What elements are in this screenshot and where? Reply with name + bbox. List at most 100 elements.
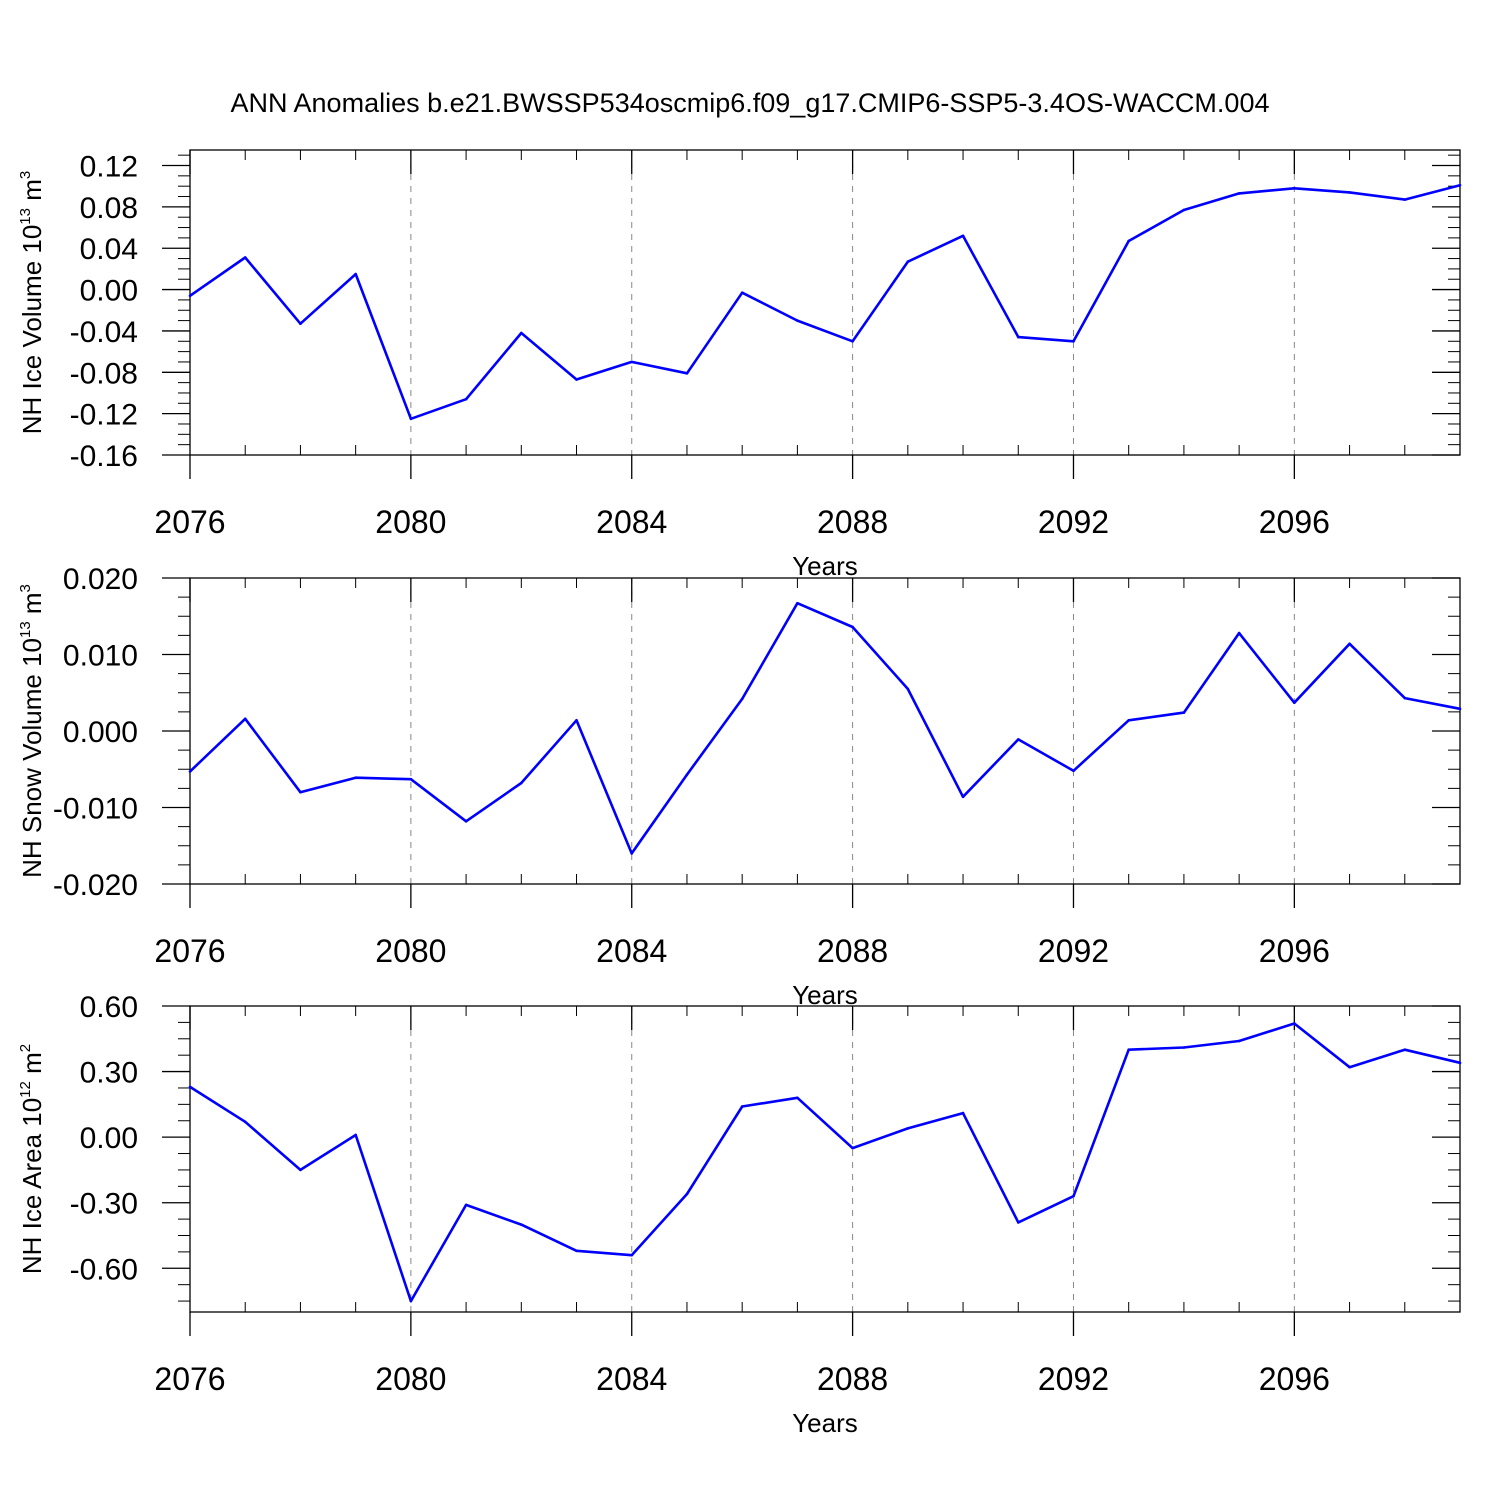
data-point bbox=[354, 1133, 357, 1137]
data-point bbox=[1072, 769, 1075, 773]
panel-3: 2076 2080 2084 2088 2092 2096 -0.60 -0.30 0.00 0.… bbox=[17, 991, 1462, 1438]
series-line bbox=[189, 183, 1461, 421]
data-point bbox=[243, 717, 247, 721]
data-point bbox=[188, 294, 192, 298]
plot-frame bbox=[189, 1005, 1461, 1313]
data-point bbox=[906, 260, 910, 263]
data-point bbox=[685, 372, 689, 375]
data-point bbox=[685, 773, 689, 776]
x-tick-label: 2076 bbox=[154, 1361, 225, 1397]
data-point bbox=[409, 1299, 413, 1303]
series-line bbox=[189, 1022, 1461, 1303]
data-point bbox=[740, 291, 744, 294]
data-point bbox=[1458, 1061, 1462, 1065]
y-axis-label-text: NH Ice Area 10 bbox=[17, 1098, 47, 1274]
x-tick-label: 2088 bbox=[817, 1361, 888, 1397]
y-tick-label: -0.30 bbox=[70, 1188, 138, 1221]
data-point bbox=[796, 601, 799, 605]
y-axis-label-unit-exponent: 3 bbox=[17, 171, 34, 179]
x-tick-label: 2092 bbox=[1038, 504, 1109, 540]
y-tick-label: 0.08 bbox=[80, 192, 138, 225]
data-point bbox=[409, 417, 413, 421]
y-axis-label-text: NH Ice Volume 10 bbox=[17, 225, 47, 435]
y-tick-label: 0.30 bbox=[80, 1057, 138, 1090]
data-point bbox=[464, 397, 468, 401]
data-point bbox=[1293, 701, 1296, 704]
data-point bbox=[1182, 711, 1186, 714]
y-axis-label-exponent: 13 bbox=[17, 621, 34, 638]
data-point bbox=[1127, 1048, 1130, 1052]
panel-2: 2076 2080 2084 2088 2092 2096 -0.020 -0.010 0.00… bbox=[17, 563, 1462, 1010]
data-point bbox=[1237, 192, 1241, 195]
x-tick-label: 2088 bbox=[817, 504, 888, 540]
data-point bbox=[1016, 1221, 1020, 1224]
x-tick-label: 2096 bbox=[1259, 504, 1330, 540]
x-tick-label: 2076 bbox=[154, 933, 225, 969]
data-point bbox=[188, 1085, 192, 1089]
data-point bbox=[409, 777, 413, 781]
figure-title: ANN Anomalies b.e21.BWSSP534oscmip6.f09_… bbox=[231, 88, 1270, 118]
data-point bbox=[1293, 186, 1296, 190]
data-point bbox=[796, 1096, 799, 1100]
data-point bbox=[299, 1168, 302, 1172]
data-point bbox=[961, 1111, 965, 1115]
y-tick-label: 0.04 bbox=[80, 233, 138, 266]
data-point bbox=[961, 795, 965, 799]
x-axis-label: Years bbox=[792, 551, 858, 581]
y-tick-label: 0.010 bbox=[63, 640, 138, 673]
data-point bbox=[1403, 696, 1407, 700]
data-point bbox=[575, 1249, 578, 1253]
y-tick-label: 0.000 bbox=[63, 716, 138, 749]
y-axis-label-unit: m bbox=[17, 179, 47, 208]
y-tick-label: 0.60 bbox=[80, 991, 138, 1024]
x-tick-label: 2076 bbox=[154, 504, 225, 540]
data-point bbox=[575, 378, 578, 381]
y-axis-label-exponent: 13 bbox=[17, 208, 34, 225]
x-tick-label: 2092 bbox=[1038, 933, 1109, 969]
y-tick-label: -0.020 bbox=[53, 869, 138, 902]
x-axis-label: Years bbox=[792, 980, 858, 1010]
series-line bbox=[189, 601, 1461, 855]
data-point bbox=[354, 272, 357, 276]
data-point bbox=[1458, 183, 1462, 187]
data-point bbox=[630, 360, 634, 364]
data-point bbox=[851, 625, 854, 629]
y-tick-label: 0.00 bbox=[80, 275, 138, 308]
y-tick-label: -0.16 bbox=[70, 440, 138, 473]
x-tick-label: 2084 bbox=[596, 1361, 667, 1397]
data-point bbox=[740, 697, 744, 701]
data-point bbox=[1072, 339, 1075, 343]
data-point bbox=[851, 339, 854, 343]
x-tick-label: 2088 bbox=[817, 933, 888, 969]
data-point bbox=[906, 1127, 910, 1130]
data-point bbox=[1403, 198, 1407, 201]
data-point bbox=[630, 1253, 634, 1257]
y-axis-label-exponent: 12 bbox=[17, 1081, 34, 1098]
data-point bbox=[299, 322, 302, 325]
data-point bbox=[243, 256, 247, 259]
data-point bbox=[299, 790, 302, 794]
y-tick-label: 0.12 bbox=[80, 151, 138, 184]
data-point bbox=[464, 819, 468, 823]
y-tick-label: -0.08 bbox=[70, 357, 138, 390]
y-axis-label-text: NH Snow Volume 10 bbox=[17, 638, 47, 878]
plot-frame bbox=[189, 577, 1461, 885]
data-point bbox=[1348, 1065, 1351, 1069]
data-point bbox=[575, 718, 578, 722]
data-point bbox=[1016, 335, 1020, 339]
data-point bbox=[1348, 642, 1351, 646]
plot-frame bbox=[189, 149, 1461, 456]
data-point bbox=[188, 770, 192, 773]
data-point bbox=[961, 234, 965, 238]
x-tick-label: 2080 bbox=[375, 933, 446, 969]
data-point bbox=[1182, 1046, 1186, 1049]
y-axis-label-unit: m bbox=[17, 592, 47, 621]
data-point bbox=[1127, 718, 1130, 722]
data-point bbox=[520, 331, 523, 335]
data-point bbox=[1127, 239, 1130, 243]
y-tick-label: -0.60 bbox=[70, 1253, 138, 1286]
data-point bbox=[464, 1203, 468, 1207]
data-point bbox=[851, 1146, 854, 1150]
y-tick-label: 0.00 bbox=[80, 1122, 138, 1155]
